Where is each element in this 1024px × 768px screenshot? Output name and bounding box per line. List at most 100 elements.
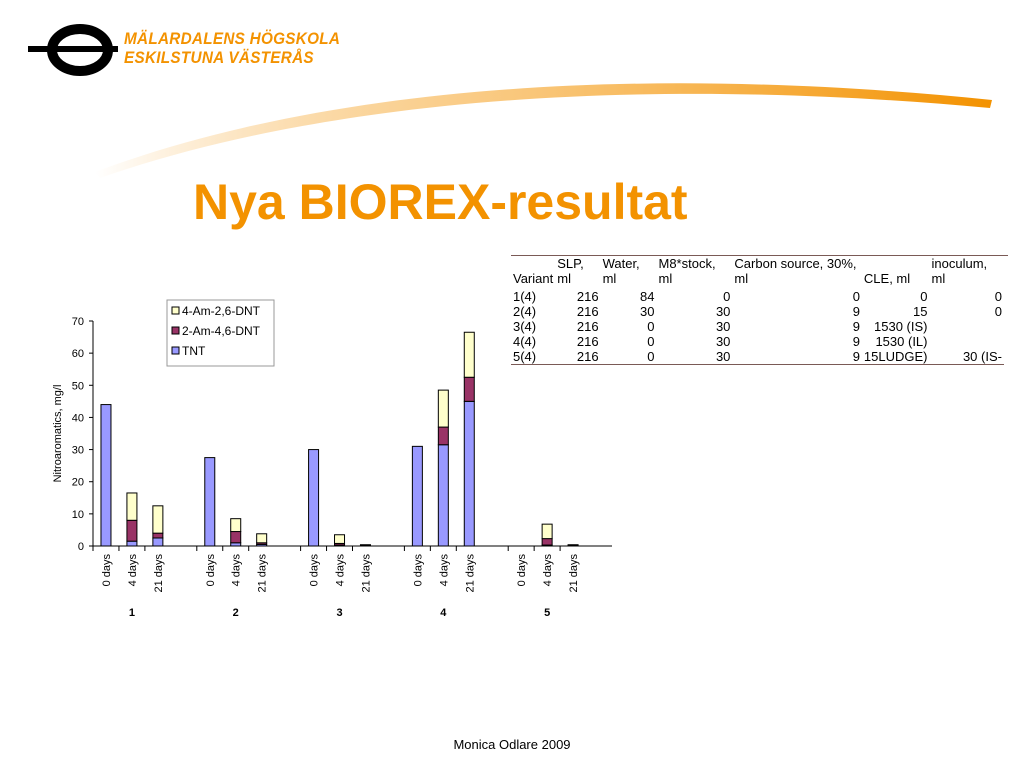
bar-segment [100, 404, 112, 547]
bar-segment [204, 457, 216, 547]
legend-entry: TNT [182, 344, 206, 358]
group-label: 1 [129, 607, 135, 619]
table-cell: 0 [647, 334, 655, 349]
bar-segment [126, 540, 138, 547]
y-tick-label: 60 [72, 348, 84, 360]
bar-segment [308, 449, 320, 547]
table-cell: 15 [913, 304, 928, 319]
table-cell [930, 319, 1004, 334]
legend-entry: 2-Am-4,6-DNT [182, 324, 261, 338]
legend-box [166, 299, 275, 367]
table-row: 3(4) 216 0 30 9 1530 (IS) [511, 319, 1008, 334]
x-tick-label: 21 days [464, 554, 476, 593]
bar-segment [230, 518, 242, 533]
table-cell: 9 [852, 334, 860, 349]
y-tick-label: 10 [72, 509, 84, 521]
table-header-cell: Carbon source, 30%, ml [732, 255, 862, 289]
group-label: 4 [440, 607, 447, 619]
table-cell: 30 (IS- [929, 349, 1004, 365]
table-cell: 15LUDGE) [861, 349, 930, 365]
experiment-table: Variant SLP, ml Water, ml M8*stock, ml Carbo… [511, 255, 1008, 365]
logo-line-2: ESKILSTUNA VÄSTERÅS [124, 48, 314, 67]
bar-segment [126, 519, 138, 542]
x-tick-label: 4 days [231, 554, 243, 587]
bar-segment [256, 533, 268, 544]
table-header-cell: Variant [511, 255, 556, 289]
table-header-row: Variant SLP, ml Water, ml M8*stock, ml Carbo… [511, 255, 1008, 289]
x-tick-label: 4 days [542, 554, 554, 587]
y-tick-label: 0 [78, 541, 84, 553]
x-tick-label: 4 days [127, 554, 139, 587]
y-axis-label: Nitroaromatics, mg/l [52, 385, 64, 483]
table-cell: 216 [555, 349, 601, 365]
y-tick-label: 30 [72, 445, 84, 457]
bar-segment [126, 492, 138, 521]
table-row: 4(4) 216 0 30 9 1530 (IL) [511, 334, 1008, 349]
slide-title: Nya BIOREX-resultat [193, 174, 688, 230]
table-cell: 30 [715, 319, 731, 334]
table-cell: 216 [576, 304, 599, 319]
table-row: 1(4) 216 84 0 0 0 0 [511, 289, 1008, 304]
bar-segment [334, 534, 346, 544]
bar-segment [411, 445, 423, 547]
table-cell: 1530 (IL) [875, 334, 928, 349]
logo-text: MÄLARDALENS HÖGSKOLA ESKILSTUNA VÄSTERÅS [124, 29, 340, 67]
table-cell: 30 [715, 304, 731, 319]
x-tick-label: 4 days [335, 554, 347, 587]
table-cell: 0 [920, 289, 928, 304]
group-label: 3 [336, 607, 342, 619]
legend-entry: 4-Am-2,6-DNT [182, 304, 261, 318]
bar-segment [463, 376, 475, 402]
y-tick-label: 50 [72, 380, 84, 392]
table-header-cell: SLP, ml [555, 255, 601, 289]
table-header-cell: inoculum, ml [929, 255, 1004, 289]
table-cell: 84 [640, 289, 655, 304]
legend-swatch [171, 326, 180, 335]
legend-swatch [171, 346, 180, 355]
table-cell [930, 334, 1004, 349]
group-label: 2 [233, 607, 239, 619]
university-logo [28, 24, 118, 76]
y-tick-label: 20 [72, 477, 84, 489]
bar-segment [152, 537, 164, 547]
x-tick-label: 21 days [360, 554, 372, 593]
x-tick-label: 21 days [568, 554, 580, 593]
bar-segment [230, 531, 242, 544]
table-cell: 9 [732, 349, 862, 365]
x-tick-label: 0 days [516, 554, 528, 587]
footer-author: Monica Odlare 2009 [453, 737, 571, 752]
bar-segment [152, 532, 164, 539]
table-cell: 0 [647, 319, 655, 334]
table-cell: 0 [994, 304, 1002, 319]
table-body: Variant SLP, ml Water, ml M8*stock, ml Carbo… [511, 255, 1008, 365]
table-row: 5(4) 216 0 30 9 15LUDGE) 30 (IS- [511, 349, 1008, 365]
x-tick-label: 21 days [153, 554, 165, 593]
table-cell: 30 [656, 349, 733, 365]
table-cell: 0 [994, 289, 1002, 304]
bar-segment [567, 544, 579, 546]
table-cell: 5(4) [511, 349, 556, 365]
table-cell: 2(4) [513, 304, 537, 319]
table-cell: 0 [852, 289, 860, 304]
table-header-cell: Water, ml [600, 255, 657, 289]
bar-segment [541, 523, 553, 540]
x-tick-label: 0 days [412, 554, 424, 587]
table-cell: 1530 (IS) [874, 319, 928, 334]
table-row: 2(4) 216 30 30 9 15 0 [511, 304, 1008, 319]
table-cell: 30 [640, 304, 655, 319]
bar-segment [437, 389, 449, 428]
table-cell: 4(4) [513, 334, 537, 349]
decorative-swoosh [95, 83, 992, 178]
table-cell: 9 [852, 319, 860, 334]
y-tick-label: 70 [72, 316, 84, 328]
bar-segment [437, 444, 449, 547]
logo-line-1: MÄLARDALENS HÖGSKOLA [124, 29, 341, 48]
table-cell: 216 [576, 319, 599, 334]
bar-segment [359, 544, 371, 546]
x-tick-label: 21 days [257, 554, 269, 593]
bar-segment [463, 400, 475, 547]
table-header-cell [1003, 255, 1008, 289]
bar-segment [541, 538, 553, 546]
x-tick-label: 4 days [438, 554, 450, 587]
table-header-cell: M8*stock, ml [656, 255, 733, 289]
